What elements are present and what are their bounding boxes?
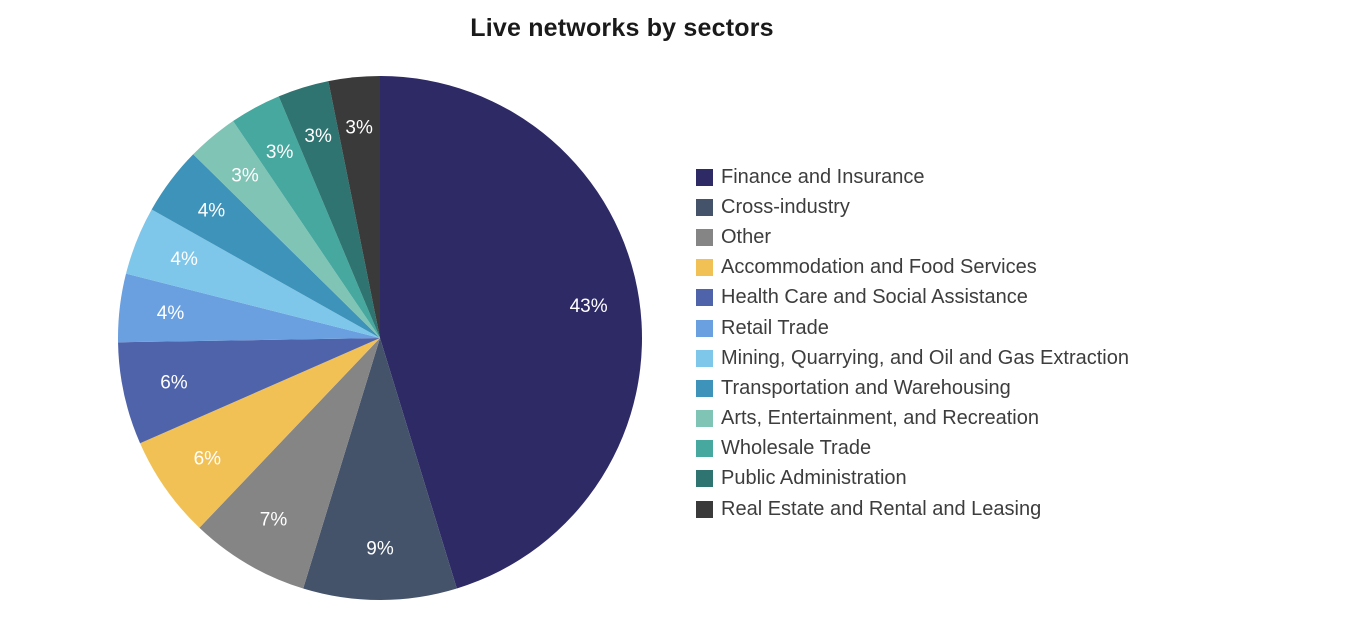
- pie-slice: [151, 154, 380, 338]
- legend-label: Health Care and Social Assistance: [721, 286, 1028, 309]
- legend-swatch: [696, 289, 713, 307]
- legend-label: Transportation and Warehousing: [721, 376, 1011, 399]
- legend-swatch: [696, 228, 713, 246]
- legend-swatch: [696, 410, 713, 428]
- legend-item: Arts, Entertainment, and Recreation: [696, 404, 1129, 434]
- slice-data-label: 3%: [345, 118, 373, 139]
- slice-data-label: 4%: [157, 303, 185, 324]
- legend-item: Accommodation and Food Services: [696, 253, 1129, 283]
- slice-data-label: 4%: [170, 249, 198, 270]
- slice-data-label: 43%: [570, 296, 608, 317]
- legend-label: Mining, Quarrying, and Oil and Gas Extra…: [721, 346, 1129, 369]
- legend-swatch: [696, 198, 713, 216]
- legend-item: Cross-industry: [696, 192, 1129, 222]
- legend-label: Finance and Insurance: [721, 165, 925, 188]
- pie-slice: [117, 273, 380, 343]
- legend-item: Mining, Quarrying, and Oil and Gas Extra…: [696, 343, 1129, 373]
- legend-label: Public Administration: [721, 467, 907, 490]
- pie-chart: 43%9%7%6%6%4%4%4%3%3%3% 3%: [117, 76, 642, 600]
- legend-item: Health Care and Social Assistance: [696, 283, 1129, 313]
- legend-label: Arts, Entertainment, and Recreation: [721, 407, 1039, 430]
- legend-item: Other: [696, 222, 1129, 252]
- legend-label: Retail Trade: [721, 316, 829, 339]
- slice-data-label: 7%: [260, 510, 288, 531]
- pie-slice: [380, 76, 642, 589]
- chart-legend: Finance and Insurance Cross-industry Other…: [696, 162, 1129, 524]
- pie-slice: [278, 81, 380, 339]
- slice-data-label: 3%: [266, 142, 294, 163]
- legend-swatch: [696, 259, 713, 277]
- chart-title: Live networks by sectors: [470, 14, 774, 42]
- slice-data-label: 6%: [160, 372, 188, 393]
- legend-item: Real Estate and Rental and Leasing: [696, 494, 1129, 524]
- legend-label: Real Estate and Rental and Leasing: [721, 497, 1042, 520]
- slice-data-label: 9%: [366, 538, 394, 559]
- pie-slice: [233, 96, 380, 339]
- slice-data-label: 6%: [194, 449, 222, 470]
- legend-swatch: [696, 319, 713, 337]
- pie-slice: [140, 338, 380, 528]
- pie-slice: [126, 209, 381, 338]
- legend-item: Transportation and Warehousing: [696, 373, 1129, 403]
- legend-label: Wholesale Trade: [721, 437, 872, 460]
- legend-item: Retail Trade: [696, 313, 1129, 343]
- legend-swatch: [696, 500, 713, 518]
- legend-label: Accommodation and Food Services: [721, 256, 1037, 279]
- slice-data-label: 3%: [231, 165, 259, 186]
- legend-swatch: [696, 440, 713, 458]
- legend-label: Cross-industry: [721, 195, 850, 218]
- pie-slice: [328, 76, 380, 338]
- slice-data-label: 4%: [198, 201, 226, 222]
- slice-data-label: 3%: [304, 126, 332, 147]
- legend-label: Other: [721, 225, 772, 248]
- legend-swatch: [696, 349, 713, 367]
- pie-slice: [199, 338, 380, 589]
- pie-slice: [118, 338, 380, 444]
- legend-item: Wholesale Trade: [696, 434, 1129, 464]
- legend-item: Public Administration: [696, 464, 1129, 494]
- legend-swatch: [696, 470, 713, 488]
- pie-slice: [303, 338, 457, 600]
- legend-swatch: [696, 379, 713, 397]
- legend-swatch: [696, 168, 713, 186]
- pie-slice: [193, 121, 380, 339]
- legend-item: Finance and Insurance: [696, 162, 1129, 192]
